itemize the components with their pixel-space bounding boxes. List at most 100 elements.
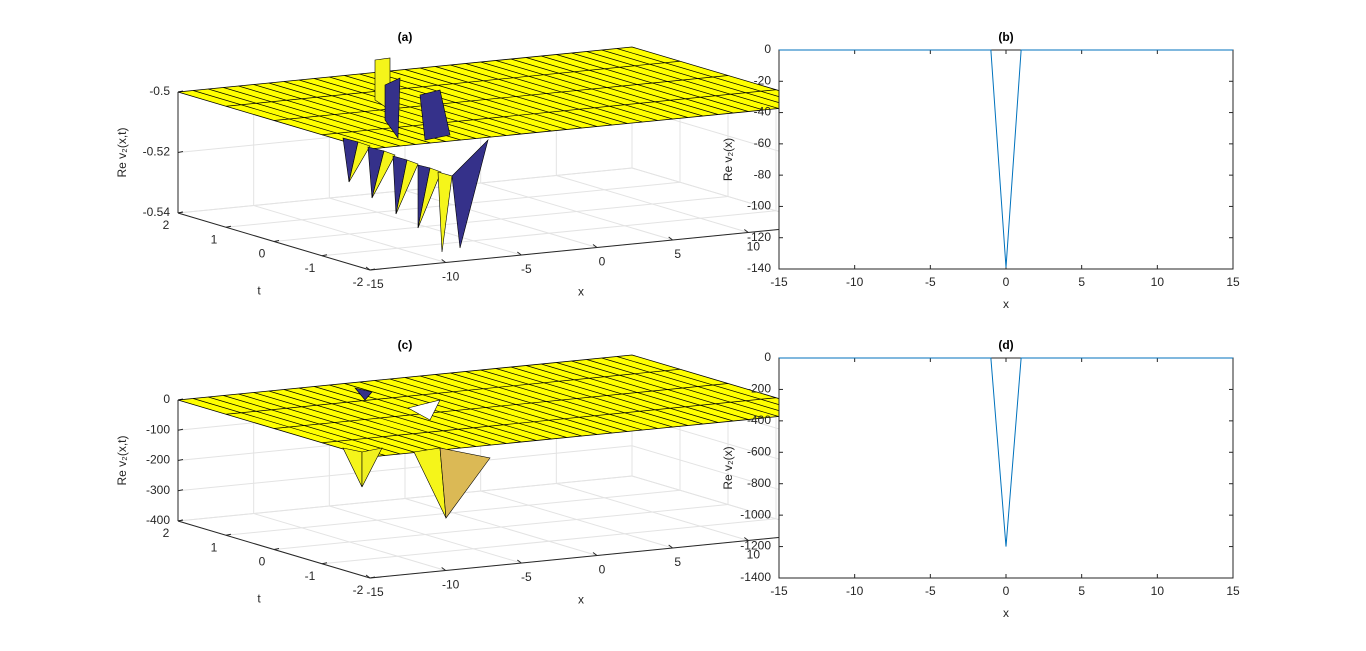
x-tick-label: -5 (521, 570, 532, 584)
x-tick-label: 10 (1151, 584, 1165, 598)
x-tick-label: 0 (1003, 275, 1010, 289)
y-tick (273, 240, 280, 242)
y-axis-label: Re v₂(x) (721, 138, 735, 181)
y-tick (177, 519, 184, 522)
y-tick-label: 2 (163, 526, 170, 540)
x-tick-label: 5 (674, 247, 681, 261)
y-tick-label: -2 (353, 583, 364, 597)
y-tick-label: -140 (747, 261, 771, 275)
chart-title: (b) (998, 30, 1013, 44)
x-tick-label: 0 (599, 255, 606, 269)
y-tick-label: 0 (259, 555, 266, 569)
y-tick (369, 268, 376, 271)
surface-dips (342, 387, 491, 519)
y-tick-label: 1 (211, 540, 218, 554)
x-tick-label: 10 (747, 240, 761, 254)
plot-area (778, 49, 1234, 270)
mesh-line (273, 383, 729, 429)
y-axis-label: Re v₂(x) (721, 446, 735, 489)
y-tick-label: -60 (754, 136, 772, 150)
z-tick-label: 0 (163, 392, 170, 406)
x-tick-label: -15 (366, 585, 384, 599)
y-tick (225, 533, 232, 536)
x-tick-label: -15 (770, 275, 788, 289)
x-tick (517, 559, 522, 564)
x-axis-label: x (578, 285, 584, 299)
y-tick-label: -1400 (740, 570, 771, 584)
grid-line (321, 518, 777, 565)
y-tick (273, 548, 280, 550)
x-tick (668, 544, 673, 549)
y-tick-label: -800 (747, 476, 771, 490)
grid-line (225, 181, 681, 228)
data-line (779, 357, 1233, 547)
y-axis-label: t (257, 592, 261, 606)
x-tick (365, 266, 371, 271)
x-tick-label: 0 (1003, 584, 1010, 598)
x-tick (744, 537, 749, 541)
z-tick (177, 151, 184, 153)
y-tick-label: -2 (353, 275, 364, 289)
mesh-line (321, 397, 777, 444)
y-tick-label: -100 (747, 199, 771, 213)
y-tick-label: -120 (747, 230, 771, 244)
x-tick (592, 552, 598, 556)
y-axis-label: t (257, 284, 261, 298)
x-axis-label: x (1003, 606, 1009, 620)
x-tick-label: 0 (599, 563, 606, 577)
grid-line (225, 489, 681, 536)
x-tick-label: 10 (747, 548, 761, 562)
grid-line (273, 504, 729, 550)
y-tick (177, 211, 184, 214)
x-tick-label: -5 (925, 584, 936, 598)
z-axis-label: Re v₂(x,t) (115, 436, 129, 486)
x-tick-label: 5 (1078, 275, 1085, 289)
z-tick (177, 489, 184, 492)
x-tick-label: 5 (1078, 584, 1085, 598)
z-tick-label: -100 (146, 422, 170, 436)
x-tick-label: -10 (442, 578, 460, 592)
y-tick-label: -80 (754, 167, 772, 181)
z-tick-label: -300 (146, 483, 170, 497)
surface-chart: -400-300-200-1000-2-1012-15-10-5051015Re… (115, 354, 836, 607)
x-axis-label: x (578, 593, 584, 607)
z-tick-label: -0.54 (143, 205, 171, 219)
z-tick-label: -0.52 (143, 145, 171, 159)
mesh-line (225, 60, 681, 107)
x-tick (668, 236, 673, 241)
mesh-line (273, 75, 729, 121)
y-tick-label: -40 (754, 105, 772, 119)
x-tick-label: -5 (521, 262, 532, 276)
x-tick-label: 5 (674, 555, 681, 569)
z-tick (177, 428, 184, 431)
y-tick (321, 562, 328, 565)
x-tick-label: -10 (442, 270, 460, 284)
z-tick-label: -0.5 (149, 84, 170, 98)
x-tick-label: -15 (366, 277, 384, 291)
y-tick-label: 0 (259, 247, 266, 261)
y-tick-label: -200 (747, 382, 771, 396)
y-tick-label: -1000 (740, 507, 771, 521)
z-axis-label: Re v₂(x,t) (115, 128, 129, 178)
line-chart: -15 -10 -5 0 5 10 15 -140 -120 -100 -80 -60 -40 -20 0 x… (721, 42, 1240, 311)
x-tick (744, 229, 749, 233)
x-tick-label: 15 (1226, 275, 1240, 289)
grid-line (177, 475, 633, 522)
y-tick (225, 225, 232, 228)
y-tick-label: -1 (305, 569, 316, 583)
y-tick-label: -1200 (740, 539, 771, 553)
y-tick-label: 1 (211, 232, 218, 246)
chart-title: (d) (998, 338, 1013, 352)
x-tick (517, 251, 522, 256)
y-tick-label: -600 (747, 444, 771, 458)
x-tick-label: 10 (1151, 275, 1165, 289)
z-tick-label: -200 (146, 453, 170, 467)
x-tick-label: -10 (846, 275, 864, 289)
y-tick-label: 0 (764, 350, 771, 364)
x-tick-label: 15 (1226, 584, 1240, 598)
y-tick (369, 576, 376, 579)
x-tick-label: -15 (770, 584, 788, 598)
x-tick-label: -5 (925, 275, 936, 289)
